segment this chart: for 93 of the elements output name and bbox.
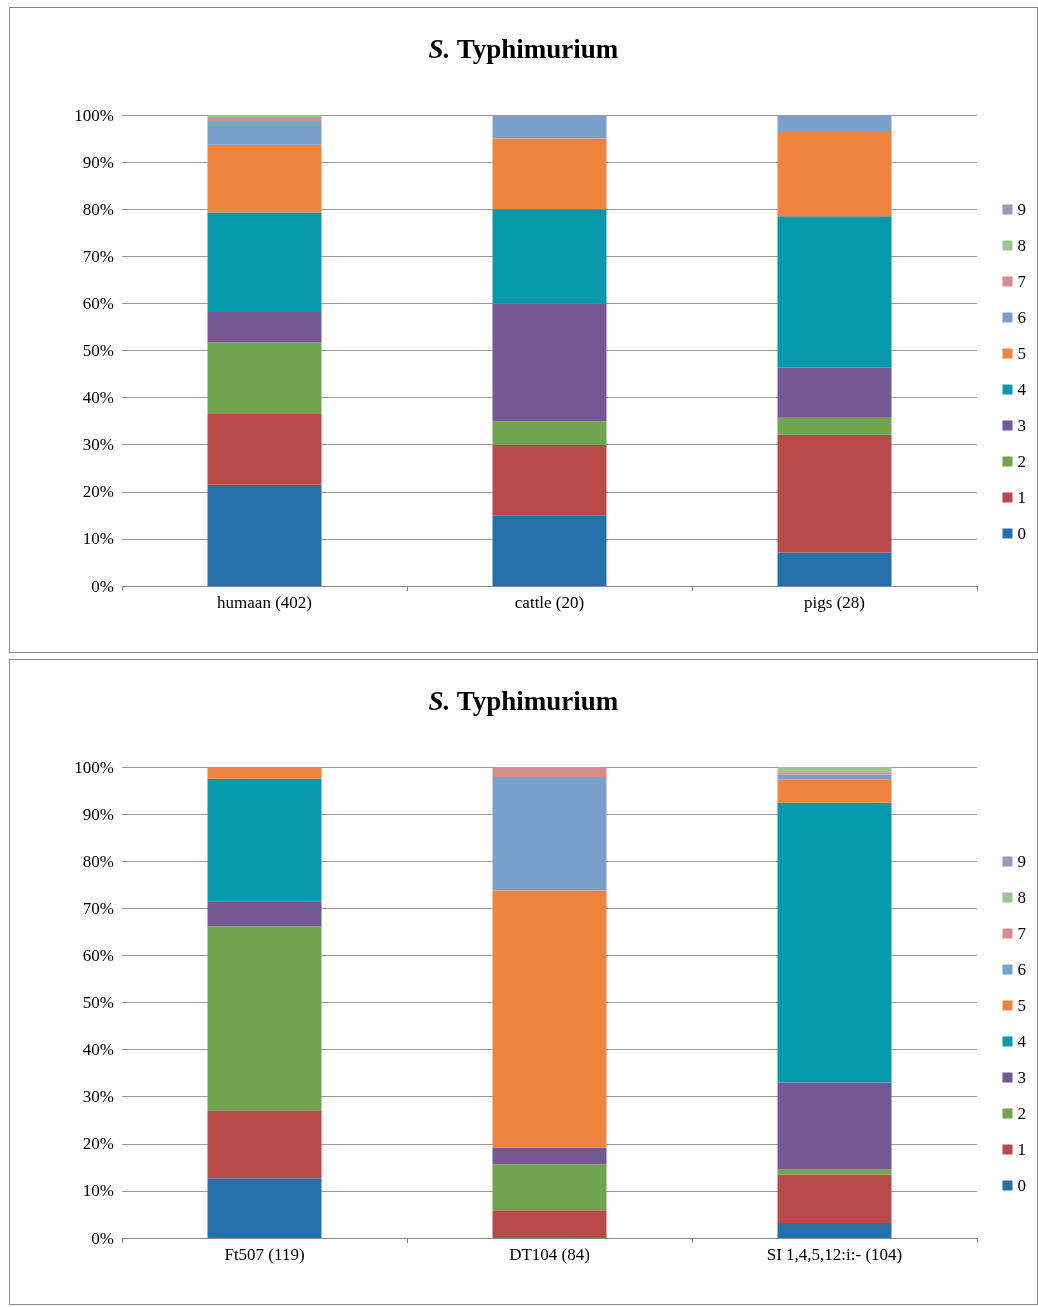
bar bbox=[492, 115, 607, 139]
x-tick-label: pigs (28) bbox=[804, 593, 865, 612]
x-tick-label: DT104 (84) bbox=[509, 1245, 590, 1264]
bar bbox=[207, 484, 322, 586]
bar bbox=[492, 767, 607, 777]
y-tick-label: 60% bbox=[82, 945, 114, 965]
legend-label: 2 bbox=[1017, 1104, 1026, 1123]
y-tick-label: 60% bbox=[82, 293, 114, 313]
x-tick-label: Ft507 (119) bbox=[224, 1245, 305, 1264]
bar bbox=[207, 1110, 322, 1179]
bar bbox=[492, 1210, 607, 1238]
legend-label: 7 bbox=[1017, 924, 1027, 943]
y-tick-label: 30% bbox=[82, 435, 114, 455]
y-tick-label: 0% bbox=[91, 1228, 114, 1248]
y-tick-label: 100% bbox=[74, 105, 114, 125]
bar bbox=[777, 1222, 892, 1238]
bar bbox=[777, 772, 892, 775]
bar bbox=[777, 1169, 892, 1175]
y-tick-label: 0% bbox=[91, 576, 114, 596]
bar bbox=[492, 421, 607, 445]
y-tick-label: 80% bbox=[82, 199, 114, 219]
bar bbox=[492, 515, 607, 586]
x-tick-label: humaan (402) bbox=[217, 593, 312, 612]
y-tick-label: 10% bbox=[82, 1181, 114, 1201]
legend-label: 1 bbox=[1017, 488, 1026, 507]
bar bbox=[207, 212, 322, 312]
bar bbox=[207, 144, 322, 213]
y-tick-label: 70% bbox=[82, 898, 114, 918]
bar bbox=[207, 901, 322, 927]
bar bbox=[777, 1082, 892, 1170]
y-tick-label: 70% bbox=[82, 246, 114, 266]
bar bbox=[777, 131, 892, 217]
chart-title: S. Typhimurium bbox=[428, 685, 619, 716]
y-tick-label: 90% bbox=[82, 804, 114, 824]
legend-label: 9 bbox=[1017, 852, 1026, 871]
legend-label: 3 bbox=[1017, 416, 1026, 435]
bar bbox=[777, 115, 892, 132]
bar bbox=[207, 414, 322, 485]
bar bbox=[777, 1174, 892, 1223]
bar bbox=[207, 926, 322, 1111]
bar bbox=[777, 434, 892, 553]
legend-label: 9 bbox=[1017, 200, 1026, 219]
bar bbox=[207, 1178, 322, 1238]
bar bbox=[777, 367, 892, 418]
legend-label: 2 bbox=[1017, 452, 1026, 471]
bar bbox=[777, 417, 892, 435]
bar bbox=[207, 778, 322, 902]
bar bbox=[207, 122, 322, 145]
bar bbox=[492, 776, 607, 891]
legend-label: 6 bbox=[1017, 960, 1026, 979]
legend-label: 1 bbox=[1017, 1140, 1026, 1159]
x-tick-label: SI 1,4,5,12:i:- (104) bbox=[766, 1245, 903, 1264]
chart-title: S. Typhimurium bbox=[428, 33, 619, 64]
legend-label: 8 bbox=[1017, 236, 1026, 255]
bar bbox=[777, 779, 892, 803]
bar bbox=[777, 552, 892, 586]
legend-label: 4 bbox=[1017, 1032, 1027, 1051]
bar bbox=[777, 774, 892, 780]
y-tick-label: 80% bbox=[82, 851, 114, 871]
y-tick-label: 100% bbox=[74, 757, 114, 777]
bar bbox=[492, 1164, 607, 1211]
legend-label: 8 bbox=[1017, 888, 1026, 907]
y-tick-label: 10% bbox=[82, 529, 114, 549]
bar bbox=[207, 342, 322, 415]
x-tick-label: cattle (20) bbox=[514, 593, 585, 612]
bar bbox=[777, 802, 892, 1083]
legend-label: 3 bbox=[1017, 1068, 1026, 1087]
y-tick-label: 20% bbox=[82, 482, 114, 502]
legend-label: 5 bbox=[1017, 996, 1026, 1015]
legend-label: 6 bbox=[1017, 308, 1026, 327]
bar bbox=[777, 216, 892, 368]
y-tick-label: 90% bbox=[82, 152, 114, 172]
y-tick-label: 30% bbox=[82, 1087, 114, 1107]
y-tick-label: 40% bbox=[82, 388, 114, 408]
legend-label: 7 bbox=[1017, 272, 1027, 291]
y-tick-label: 50% bbox=[82, 993, 114, 1012]
bar bbox=[207, 116, 322, 123]
bar bbox=[492, 209, 607, 304]
y-tick-label: 20% bbox=[82, 1134, 114, 1154]
bar bbox=[207, 767, 322, 779]
bar bbox=[777, 767, 892, 773]
bar bbox=[492, 138, 607, 210]
legend-label: 0 bbox=[1017, 524, 1026, 543]
bar bbox=[492, 303, 607, 422]
bar bbox=[207, 311, 322, 343]
bar bbox=[492, 890, 607, 1148]
bar bbox=[492, 1147, 607, 1165]
bar bbox=[492, 444, 607, 516]
legend-label: 5 bbox=[1017, 344, 1026, 363]
y-tick-label: 40% bbox=[82, 1040, 114, 1060]
legend-label: 0 bbox=[1017, 1176, 1026, 1195]
legend-label: 4 bbox=[1017, 380, 1027, 399]
y-tick-label: 50% bbox=[82, 341, 114, 360]
